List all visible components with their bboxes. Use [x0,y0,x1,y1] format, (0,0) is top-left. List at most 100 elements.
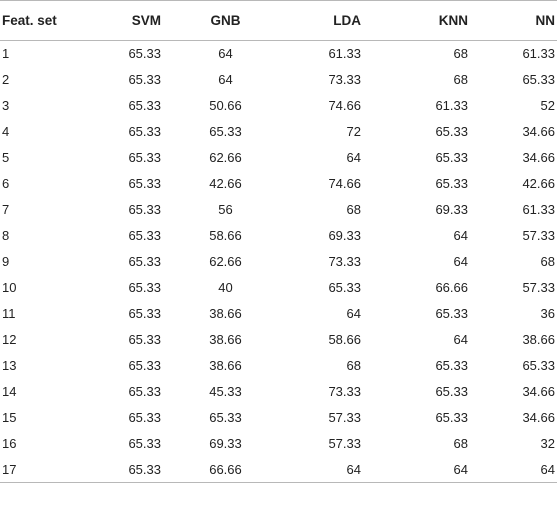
cell-feat-set: 16 [2,436,17,451]
cell-knn: 64 [453,332,468,347]
cell-knn: 65.33 [435,358,468,373]
cell-nn: 64 [540,461,555,477]
cell-svm: 65.33 [128,46,161,62]
cell-nn: 57.33 [522,228,555,243]
table-row: 17 65.33 66.66 64 64 64 [0,457,557,483]
cell-svm: 65.33 [128,202,161,217]
cell-lda: 64 [346,461,361,477]
cell-svm: 65.33 [128,384,161,399]
cell-feat-set: 12 [2,332,17,347]
table-row: 4 65.33 65.33 72 65.33 34.66 [0,119,557,145]
cell-knn: 65.33 [435,124,468,139]
cell-lda: 64 [346,306,361,321]
cell-gnb: 40 [218,280,233,295]
cell-nn: 57.33 [522,280,555,295]
table-row: 5 65.33 62.66 64 65.33 34.66 [0,145,557,171]
column-header-nn: NN [535,13,556,28]
table-row: 8 65.33 58.66 69.33 64 57.33 [0,223,557,249]
table-row: 11 65.33 38.66 64 65.33 36 [0,301,557,327]
cell-lda: 73.33 [328,254,361,269]
cell-gnb: 62.66 [209,254,242,269]
cell-knn: 69.33 [435,202,468,217]
cell-knn: 64 [453,228,468,243]
cell-feat-set: 15 [2,410,17,425]
cell-nn: 34.66 [522,150,555,165]
cell-gnb: 69.33 [209,436,242,451]
cell-gnb: 38.66 [209,306,242,321]
cell-feat-set: 8 [2,228,10,243]
cell-lda: 73.33 [328,72,361,87]
cell-nn: 65.33 [522,358,555,373]
cell-svm: 65.33 [128,150,161,165]
cell-feat-set: 2 [2,72,10,87]
cell-feat-set: 13 [2,358,17,373]
cell-gnb: 42.66 [209,176,242,191]
cell-svm: 65.33 [128,410,161,425]
cell-feat-set: 17 [2,461,17,477]
cell-lda: 74.66 [328,176,361,191]
cell-knn: 65.33 [435,384,468,399]
cell-lda: 68 [346,358,361,373]
cell-feat-set: 11 [2,306,16,321]
cell-lda: 72 [346,124,361,139]
cell-lda: 57.33 [328,410,361,425]
cell-nn: 42.66 [522,176,555,191]
cell-nn: 68 [540,254,555,269]
column-header-svm: SVM [131,13,161,28]
cell-nn: 32 [540,436,555,451]
cell-lda: 74.66 [328,98,361,113]
table-row: 2 65.33 64 73.33 68 65.33 [0,67,557,93]
table-row: 6 65.33 42.66 74.66 65.33 42.66 [0,171,557,197]
cell-svm: 65.33 [128,436,161,451]
cell-gnb: 50.66 [209,98,242,113]
cell-knn: 66.66 [435,280,468,295]
cell-svm: 65.33 [128,228,161,243]
table-row: 15 65.33 65.33 57.33 65.33 34.66 [0,405,557,431]
cell-svm: 65.33 [128,72,161,87]
cell-lda: 65.33 [328,280,361,295]
cell-knn: 68 [453,46,468,62]
cell-lda: 64 [346,150,361,165]
table-row: 16 65.33 69.33 57.33 68 32 [0,431,557,457]
table-header: Feat. set SVM GNB LDA KNN NN [0,0,557,41]
cell-lda: 68 [346,202,361,217]
cell-gnb: 38.66 [209,332,242,347]
cell-nn: 61.33 [522,46,555,62]
cell-svm: 65.33 [128,332,161,347]
cell-knn: 68 [453,72,468,87]
cell-knn: 61.33 [435,98,468,113]
cell-gnb: 38.66 [209,358,242,373]
cell-gnb: 64 [218,46,233,62]
cell-feat-set: 3 [2,98,10,113]
cell-svm: 65.33 [128,124,161,139]
table-row: 14 65.33 45.33 73.33 65.33 34.66 [0,379,557,405]
column-header-feat-set: Feat. set [2,13,57,28]
cell-lda: 58.66 [328,332,361,347]
cell-gnb: 62.66 [209,150,242,165]
cell-svm: 65.33 [128,358,161,373]
cell-feat-set: 10 [2,280,17,295]
table-row: 13 65.33 38.66 68 65.33 65.33 [0,353,557,379]
cell-lda: 69.33 [328,228,361,243]
table-row: 1 65.33 64 61.33 68 61.33 [0,41,557,67]
cell-nn: 38.66 [522,332,555,347]
table-body: 1 65.33 64 61.33 68 61.33 2 65.33 64 73.33 68 65.33… [0,41,557,483]
cell-feat-set: 6 [2,176,10,191]
cell-gnb: 58.66 [209,228,242,243]
table-row: 7 65.33 56 68 69.33 61.33 [0,197,557,223]
cell-gnb: 64 [218,72,233,87]
cell-lda: 73.33 [328,384,361,399]
table-row: 3 65.33 50.66 74.66 61.33 52 [0,93,557,119]
cell-svm: 65.33 [128,176,161,191]
cell-nn: 52 [540,98,555,113]
cell-knn: 65.33 [435,410,468,425]
cell-feat-set: 7 [2,202,10,217]
cell-feat-set: 14 [2,384,17,399]
cell-svm: 65.33 [128,98,161,113]
cell-gnb: 65.33 [209,410,242,425]
cell-gnb: 45.33 [209,384,242,399]
cell-svm: 65.33 [128,306,161,321]
cell-nn: 34.66 [522,410,555,425]
column-header-lda: LDA [333,13,361,28]
